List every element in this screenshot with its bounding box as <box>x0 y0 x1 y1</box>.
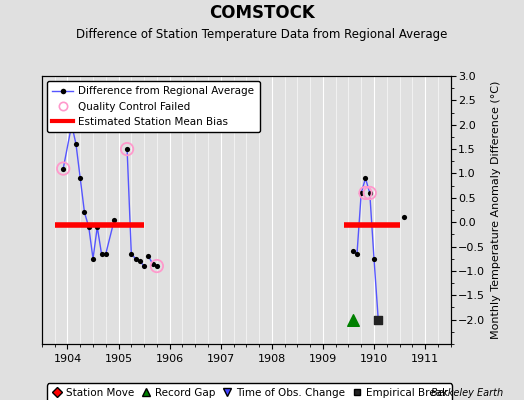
Point <box>68 122 76 128</box>
Point <box>123 146 132 152</box>
Point <box>148 260 157 267</box>
Point <box>374 316 383 323</box>
Text: Difference of Station Temperature Data from Regional Average: Difference of Station Temperature Data f… <box>77 28 447 41</box>
Point <box>80 209 89 216</box>
Point <box>93 224 102 230</box>
Point <box>348 248 357 255</box>
Point <box>361 175 369 182</box>
Point <box>400 214 408 220</box>
Point <box>366 190 374 196</box>
Point <box>374 316 383 323</box>
Point <box>140 263 148 269</box>
Point <box>110 216 118 223</box>
Point <box>366 190 374 196</box>
Point <box>353 251 361 257</box>
Point <box>89 256 97 262</box>
Point <box>357 190 365 196</box>
Point <box>72 141 80 148</box>
Text: COMSTOCK: COMSTOCK <box>209 4 315 22</box>
Point <box>361 190 369 196</box>
Point <box>59 165 68 172</box>
Point <box>123 146 132 152</box>
Y-axis label: Monthly Temperature Anomaly Difference (°C): Monthly Temperature Anomaly Difference (… <box>491 81 501 339</box>
Point <box>132 256 140 262</box>
Point <box>102 251 110 257</box>
Text: Berkeley Earth: Berkeley Earth <box>431 388 503 398</box>
Point <box>127 251 136 257</box>
Point <box>348 316 357 323</box>
Point <box>97 251 106 257</box>
Point <box>152 263 161 269</box>
Point <box>76 175 84 182</box>
Point <box>59 165 68 172</box>
Point <box>144 253 152 260</box>
Point <box>136 258 144 264</box>
Point <box>370 256 378 262</box>
Point <box>84 224 93 230</box>
Legend: Station Move, Record Gap, Time of Obs. Change, Empirical Break: Station Move, Record Gap, Time of Obs. C… <box>47 384 452 400</box>
Point <box>152 263 161 269</box>
